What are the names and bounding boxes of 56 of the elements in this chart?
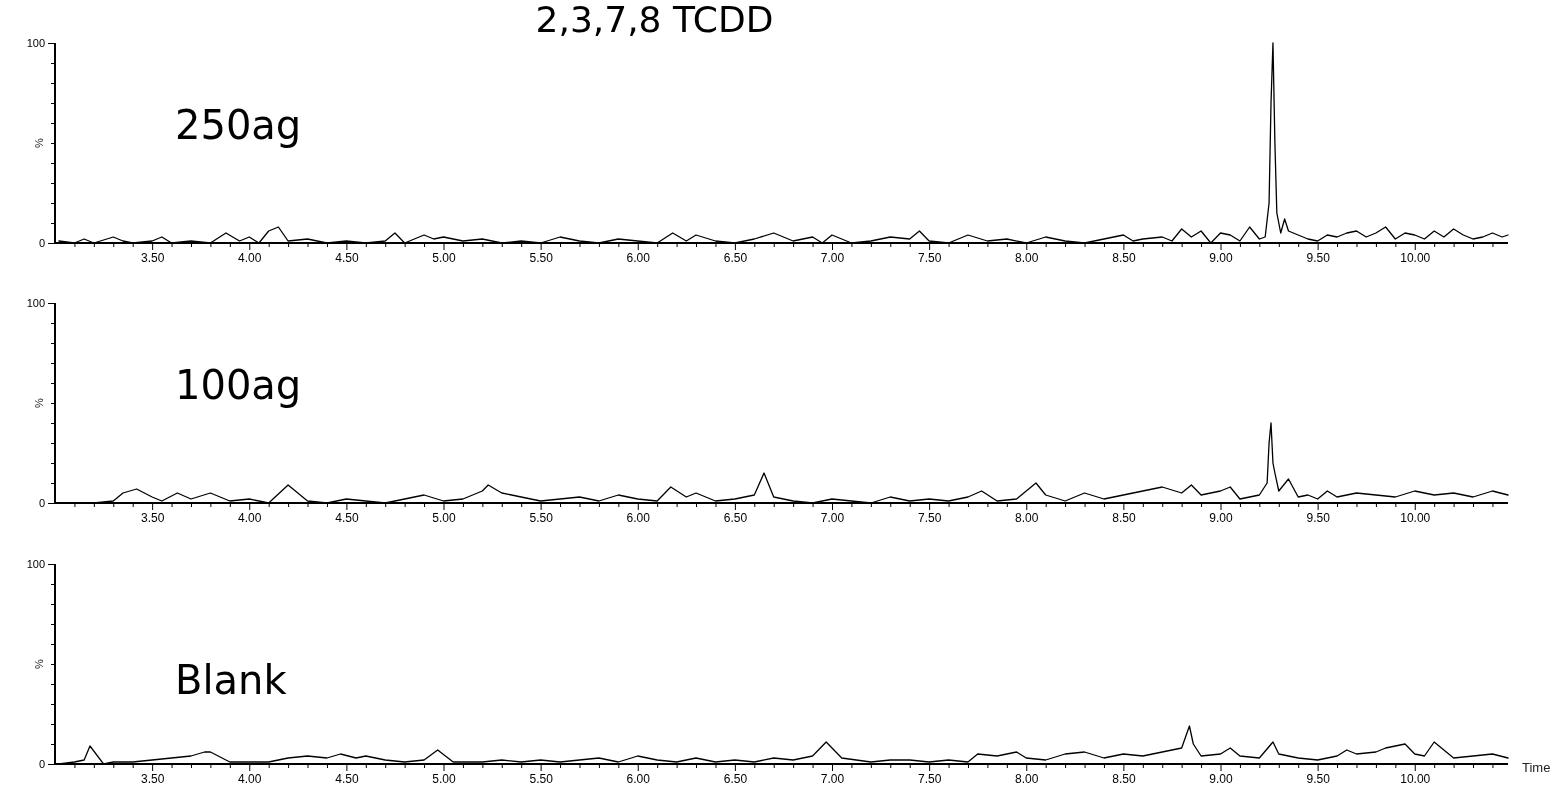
x-tick-label: 4.00 xyxy=(238,510,262,525)
x-tick-label: 4.00 xyxy=(238,771,262,786)
x-tick-label: 9.00 xyxy=(1209,771,1234,786)
y-tick-label: 100 xyxy=(26,297,45,310)
x-tick-label: 9.00 xyxy=(1209,250,1234,265)
x-tick-label: 8.00 xyxy=(1015,250,1039,265)
x-tick-label: 6.50 xyxy=(723,250,748,265)
chart-title: 2,3,7,8 TCDD xyxy=(535,0,774,40)
y-tick-label: 0 xyxy=(38,497,45,510)
x-tick-label: 6.50 xyxy=(723,771,748,786)
x-tick-label: 9.50 xyxy=(1306,250,1331,265)
x-tick-label: 10.00 xyxy=(1400,771,1431,786)
y-tick-label: 100 xyxy=(26,558,45,571)
x-tick-label: 9.00 xyxy=(1209,510,1234,525)
x-tick-label: 5.00 xyxy=(432,771,456,786)
x-tick-label: 6.00 xyxy=(626,510,651,525)
x-axis-title: Time xyxy=(1522,760,1551,775)
y-tick-label: 0 xyxy=(38,237,45,250)
x-tick-label: 8.50 xyxy=(1112,250,1136,265)
text: 250ag xyxy=(175,102,302,148)
x-tick-label: 5.50 xyxy=(529,510,554,525)
x-tick-label: 4.00 xyxy=(238,250,262,265)
x-tick-label: 8.00 xyxy=(1015,771,1039,786)
x-tick-label: 8.50 xyxy=(1112,510,1136,525)
x-tick-label: 3.50 xyxy=(140,250,165,265)
y-axis-title: % xyxy=(33,137,45,148)
x-tick-label: 8.00 xyxy=(1015,510,1039,525)
y-axis-title: % xyxy=(33,658,45,669)
x-tick-label: 4.50 xyxy=(335,510,359,525)
x-tick-label: 4.50 xyxy=(335,771,359,786)
x-tick-label: 7.00 xyxy=(820,250,845,265)
x-tick-label: 7.00 xyxy=(820,510,845,525)
x-tick-label: 7.50 xyxy=(917,510,942,525)
x-tick-label: 9.50 xyxy=(1306,771,1331,786)
x-tick-label: 5.00 xyxy=(432,250,456,265)
x-tick-label: 3.50 xyxy=(140,510,165,525)
y-tick-label: 100 xyxy=(26,37,45,50)
series-label: 100ag xyxy=(175,362,302,408)
x-tick-label: 5.50 xyxy=(529,771,554,786)
x-tick-label: 5.00 xyxy=(432,510,456,525)
x-tick-label: 5.50 xyxy=(529,250,554,265)
y-axis-title: % xyxy=(33,397,45,408)
x-tick-label: 7.50 xyxy=(917,250,942,265)
x-tick-label: 6.00 xyxy=(626,771,651,786)
x-tick-label: 6.50 xyxy=(723,510,748,525)
x-tick-label: 7.00 xyxy=(820,771,845,786)
x-tick-label: 6.00 xyxy=(626,250,651,265)
x-tick-label: 4.50 xyxy=(335,250,359,265)
x-tick-label: 8.50 xyxy=(1112,771,1136,786)
x-tick-label: 7.50 xyxy=(917,771,942,786)
y-tick-label: 0 xyxy=(38,758,45,771)
x-tick-label: 9.50 xyxy=(1306,510,1331,525)
x-tick-label: 3.50 xyxy=(140,771,165,786)
series-label: Blank xyxy=(175,657,288,703)
x-tick-label: 10.00 xyxy=(1400,510,1431,525)
x-tick-label: 10.00 xyxy=(1400,250,1431,265)
